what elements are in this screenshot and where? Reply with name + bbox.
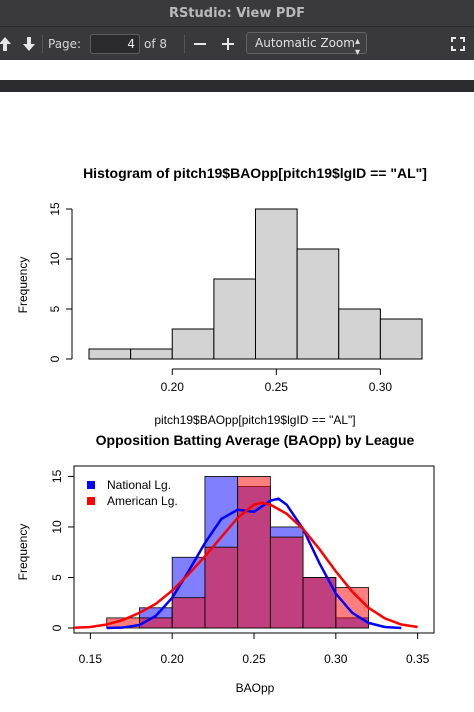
chart1-bar bbox=[338, 308, 381, 360]
down-arrow-icon[interactable] bbox=[20, 34, 38, 54]
chart2-xlabel: BAOpp bbox=[236, 681, 275, 695]
american-bar bbox=[237, 476, 271, 629]
page-total: of 8 bbox=[144, 37, 168, 51]
chart2-legend: National Lg. American Lg. bbox=[87, 478, 178, 508]
up-arrow-icon[interactable] bbox=[0, 34, 14, 54]
zoom-in-icon[interactable] bbox=[218, 34, 238, 54]
window-titlebar: RStudio: View PDF bbox=[0, 0, 474, 26]
national-bar bbox=[204, 476, 239, 629]
legend-label-national: National Lg. bbox=[107, 478, 171, 492]
american-density-curve bbox=[73, 501, 418, 630]
american-bar bbox=[302, 577, 337, 629]
zoom-out-icon[interactable] bbox=[190, 34, 210, 54]
chart1-bar bbox=[255, 208, 298, 360]
national-bar bbox=[335, 617, 369, 629]
select-caret-icon: ▴ ▾ bbox=[354, 36, 360, 58]
national-bar bbox=[302, 577, 337, 629]
chart1-bar bbox=[130, 348, 173, 360]
chart2-x-tick-label: 0.20 bbox=[161, 652, 185, 666]
national-bar bbox=[171, 556, 206, 629]
chart1-bar bbox=[88, 348, 132, 360]
american-bar bbox=[269, 536, 304, 629]
chart2-y-tick-label: 10 bbox=[50, 520, 64, 534]
chart1-y-tick-label: 10 bbox=[48, 252, 62, 266]
chart2-x-tick-label: 0.15 bbox=[79, 652, 103, 666]
chart1-y-tick-label: 15 bbox=[48, 202, 62, 216]
national-bar bbox=[139, 607, 173, 629]
legend-swatch-national bbox=[87, 481, 95, 489]
chart1-bar bbox=[213, 278, 256, 360]
zoom-select[interactable]: Automatic Zoom ▴ ▾ bbox=[246, 32, 367, 58]
national-bar bbox=[269, 526, 304, 629]
american-bar bbox=[171, 597, 206, 629]
legend-swatch-american bbox=[87, 497, 95, 505]
american-bar bbox=[335, 587, 369, 629]
american-bar bbox=[204, 546, 239, 629]
national-density-curve bbox=[106, 497, 402, 630]
chart1-ylabel: Frequency bbox=[16, 257, 30, 314]
zoom-select-value: Automatic Zoom bbox=[255, 36, 355, 50]
chart2-ylabel: Frequency bbox=[16, 524, 30, 581]
chart1-x-tick-label: 0.20 bbox=[161, 380, 185, 394]
pdf-toolbar: Page: of 8 Automatic Zoom ▴▾ bbox=[0, 26, 474, 60]
chart2-y-tick-label: 0 bbox=[50, 624, 64, 631]
page-number-input[interactable] bbox=[90, 34, 140, 54]
chart2-title: Opposition Batting Average (BAOpp) by Le… bbox=[96, 432, 415, 448]
window-title: RStudio: View PDF bbox=[168, 5, 306, 21]
american-bar bbox=[106, 617, 140, 629]
fullscreen-icon[interactable] bbox=[448, 34, 468, 54]
chart2-x-tick-label: 0.25 bbox=[242, 652, 266, 666]
toolbar-separator bbox=[42, 35, 43, 53]
national-bar bbox=[237, 486, 271, 629]
american-bar bbox=[139, 617, 173, 629]
baopp-by-league-chart: Opposition Batting Average (BAOpp) by Le… bbox=[16, 432, 435, 695]
chart2-y-tick-label: 5 bbox=[50, 574, 64, 581]
chart2-x-tick-label: 0.30 bbox=[324, 652, 348, 666]
chart1-bar bbox=[171, 328, 215, 360]
chart1-title: Histogram of pitch19$BAOpp[pitch19$lgID … bbox=[83, 165, 427, 181]
chart1-bar bbox=[296, 248, 340, 360]
chart2-x-tick-label: 0.35 bbox=[406, 652, 430, 666]
chart1-x-tick-label: 0.30 bbox=[369, 380, 393, 394]
page-label: Page: bbox=[48, 37, 82, 51]
viewer-divider bbox=[0, 80, 474, 92]
chart1-bar bbox=[379, 318, 423, 360]
toolbar-separator bbox=[184, 35, 185, 53]
chart1-y-tick-label: 0 bbox=[48, 355, 62, 362]
chart2-plot-box bbox=[73, 465, 435, 634]
histogram-al-chart: Histogram of pitch19$BAOpp[pitch19$lgID … bbox=[16, 165, 427, 427]
chart1-y-tick-label: 5 bbox=[48, 305, 62, 312]
chart2-y-tick-label: 15 bbox=[50, 469, 64, 483]
legend-label-american: American Lg. bbox=[107, 494, 178, 508]
chart1-xlabel: pitch19$BAOpp[pitch19$lgID == "AL"] bbox=[154, 413, 355, 427]
chart1-x-tick-label: 0.25 bbox=[265, 380, 289, 394]
